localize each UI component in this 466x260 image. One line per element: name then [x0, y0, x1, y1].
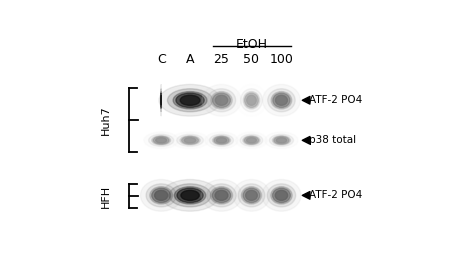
Ellipse shape — [265, 132, 298, 149]
Ellipse shape — [212, 93, 230, 107]
Ellipse shape — [273, 136, 290, 145]
Ellipse shape — [216, 138, 227, 143]
Text: 50: 50 — [243, 53, 260, 66]
Text: ATF-2 PO4: ATF-2 PO4 — [308, 190, 362, 200]
Ellipse shape — [152, 188, 171, 203]
Ellipse shape — [207, 184, 236, 207]
Ellipse shape — [211, 92, 232, 109]
Ellipse shape — [274, 136, 289, 144]
Ellipse shape — [236, 132, 267, 149]
Ellipse shape — [167, 89, 212, 112]
Ellipse shape — [201, 179, 242, 211]
Ellipse shape — [267, 89, 295, 112]
Ellipse shape — [146, 184, 176, 207]
Ellipse shape — [149, 134, 174, 146]
Ellipse shape — [236, 84, 267, 116]
Ellipse shape — [159, 84, 221, 116]
Ellipse shape — [240, 89, 262, 112]
Ellipse shape — [273, 93, 290, 107]
Ellipse shape — [209, 134, 233, 146]
Ellipse shape — [171, 132, 208, 149]
Ellipse shape — [276, 138, 287, 143]
Ellipse shape — [144, 132, 178, 149]
Ellipse shape — [275, 95, 288, 105]
Ellipse shape — [180, 136, 200, 145]
Ellipse shape — [271, 92, 292, 109]
Ellipse shape — [262, 84, 300, 116]
Ellipse shape — [243, 188, 260, 203]
Ellipse shape — [173, 92, 207, 109]
Ellipse shape — [212, 136, 231, 145]
Ellipse shape — [174, 187, 206, 204]
Ellipse shape — [181, 190, 199, 200]
Ellipse shape — [140, 179, 182, 211]
Ellipse shape — [215, 95, 228, 105]
Text: C: C — [157, 53, 165, 66]
Text: Huh7: Huh7 — [101, 105, 110, 135]
Text: p38 total: p38 total — [308, 135, 356, 145]
Ellipse shape — [180, 95, 200, 105]
Text: 25: 25 — [213, 53, 229, 66]
Ellipse shape — [267, 184, 296, 207]
Text: ATF-2 PO4: ATF-2 PO4 — [308, 95, 362, 105]
Ellipse shape — [275, 190, 288, 200]
Ellipse shape — [240, 134, 263, 146]
Ellipse shape — [177, 134, 204, 146]
Text: A: A — [186, 53, 194, 66]
Ellipse shape — [262, 179, 301, 211]
Ellipse shape — [153, 136, 169, 144]
Ellipse shape — [233, 179, 270, 211]
Ellipse shape — [273, 188, 290, 203]
Ellipse shape — [215, 190, 228, 200]
Ellipse shape — [243, 92, 260, 109]
Ellipse shape — [177, 188, 203, 203]
Ellipse shape — [214, 136, 229, 144]
Ellipse shape — [247, 138, 256, 143]
Ellipse shape — [152, 136, 171, 145]
Text: EtOH: EtOH — [235, 38, 267, 51]
Ellipse shape — [176, 93, 204, 107]
Ellipse shape — [243, 136, 260, 145]
Ellipse shape — [184, 138, 196, 143]
Ellipse shape — [244, 136, 259, 144]
Ellipse shape — [269, 134, 294, 146]
Ellipse shape — [211, 187, 233, 204]
Ellipse shape — [247, 95, 256, 105]
Ellipse shape — [169, 184, 211, 207]
Ellipse shape — [161, 179, 219, 211]
Ellipse shape — [241, 187, 261, 204]
Ellipse shape — [246, 190, 257, 200]
Ellipse shape — [156, 138, 167, 143]
Ellipse shape — [245, 93, 258, 107]
Ellipse shape — [271, 187, 292, 204]
Ellipse shape — [212, 188, 231, 203]
Ellipse shape — [150, 187, 172, 204]
Text: HFH: HFH — [101, 185, 110, 208]
Ellipse shape — [202, 84, 241, 116]
Ellipse shape — [155, 190, 168, 200]
Ellipse shape — [238, 184, 265, 207]
Ellipse shape — [207, 89, 236, 112]
Ellipse shape — [205, 132, 238, 149]
Ellipse shape — [182, 136, 199, 144]
Text: 100: 100 — [269, 53, 294, 66]
